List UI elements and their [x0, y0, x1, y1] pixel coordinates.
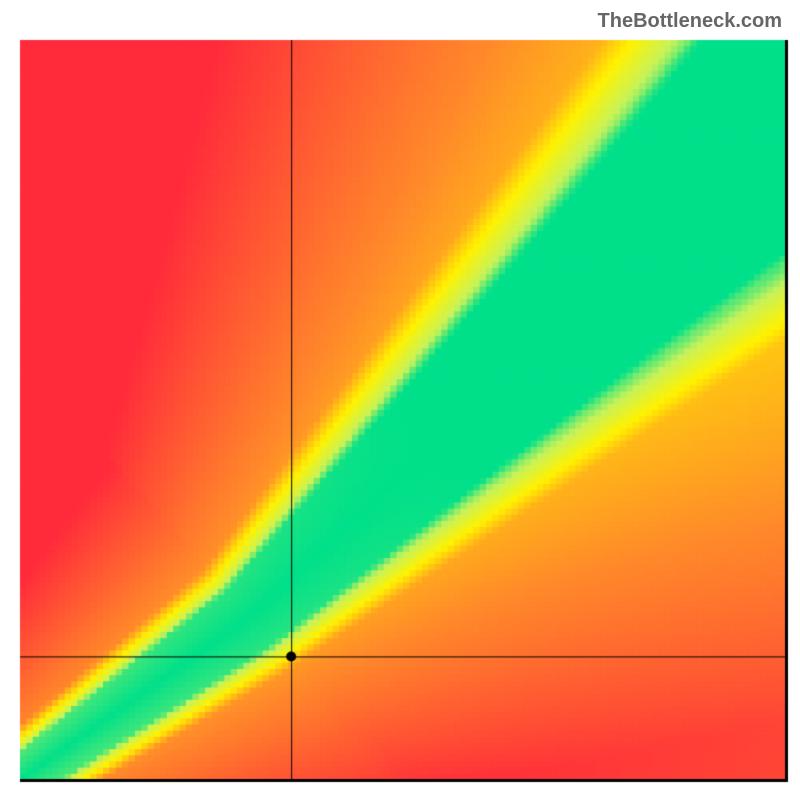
watermark-text: TheBottleneck.com: [598, 10, 782, 33]
bottleneck-heatmap: [0, 0, 800, 800]
